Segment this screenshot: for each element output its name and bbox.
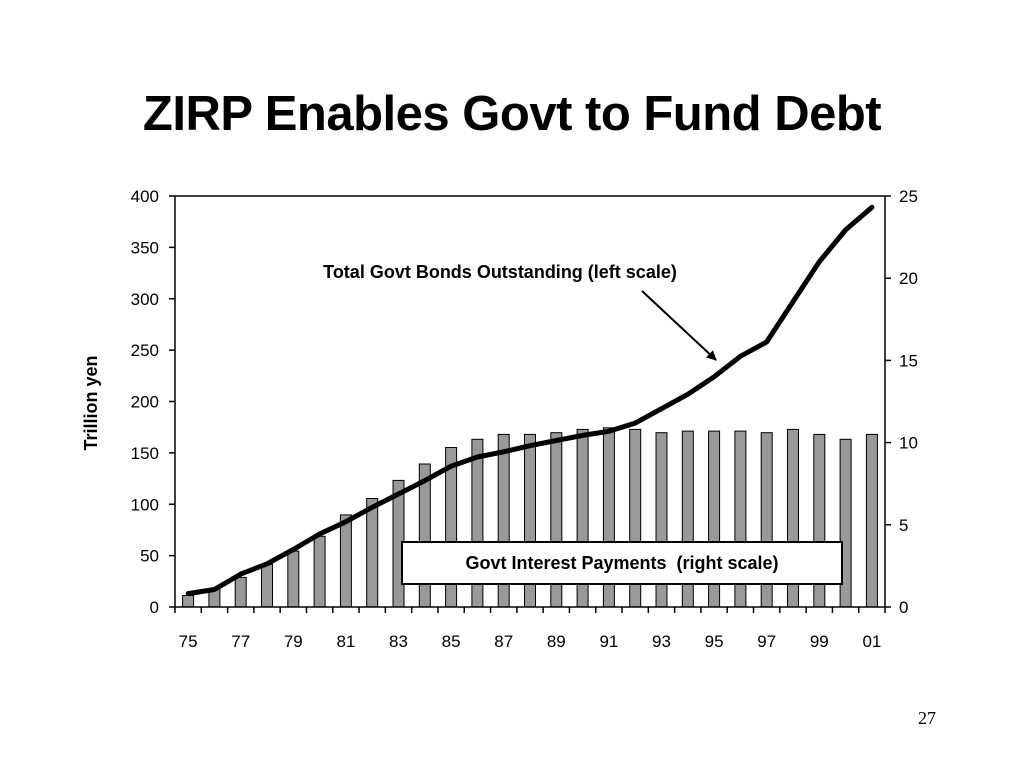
ticks-layer: 0 50 100 150 200 250 300 350 400 0 5 10 15 20 25 75 77 79… [131, 187, 918, 651]
y-right-tick-label-10: 10 [899, 434, 918, 453]
bar-77 [234, 576, 247, 608]
y-left-tick-label-250: 250 [131, 341, 159, 360]
x-tick-label-91: 91 [599, 632, 618, 651]
x-tick-label-75: 75 [179, 632, 198, 651]
bar-79 [287, 550, 300, 608]
y-left-tick-label-200: 200 [131, 393, 159, 412]
y-left-tick-label-350: 350 [131, 238, 159, 257]
bar-75 [182, 595, 195, 608]
bar-78 [261, 563, 273, 608]
x-tick-label-83: 83 [389, 632, 408, 651]
x-tick-label-97: 97 [757, 632, 776, 651]
bar-82 [366, 498, 379, 608]
bar-80 [313, 535, 326, 608]
line-layer [185, 204, 875, 597]
line-series-annotation: Total Govt Bonds Outstanding (left scale… [323, 262, 677, 282]
bar-84 [418, 463, 431, 608]
y-right-tick-label-15: 15 [899, 351, 918, 370]
y-right-tick-label-20: 20 [899, 269, 918, 288]
bar-series-annotation: Govt Interest Payments (right scale) [465, 553, 778, 573]
bar-81 [339, 514, 352, 608]
bar-01 [865, 433, 878, 608]
y-left-tick-label-0: 0 [150, 598, 159, 617]
y-left-tick-label-50: 50 [140, 547, 159, 566]
y-right-tick-label-5: 5 [899, 516, 908, 535]
y-left-tick-label-150: 150 [131, 444, 159, 463]
x-tick-label-01: 01 [862, 632, 881, 651]
x-tick-label-87: 87 [494, 632, 513, 651]
y-left-tick-label-400: 400 [131, 187, 159, 206]
y-left-tick-label-100: 100 [131, 495, 159, 514]
x-tick-label-81: 81 [336, 632, 355, 651]
x-tick-label-89: 89 [547, 632, 566, 651]
y-axis-left-label: Trillion yen [81, 355, 101, 450]
x-tick-label-95: 95 [705, 632, 724, 651]
page-number: 27 [918, 708, 936, 728]
x-tick-label-93: 93 [652, 632, 671, 651]
line-series-bonds-outstanding [185, 204, 875, 597]
annotation-arrow [641, 290, 717, 361]
x-tick-label-99: 99 [810, 632, 829, 651]
x-tick-label-85: 85 [442, 632, 461, 651]
x-tick-label-79: 79 [284, 632, 303, 651]
y-left-tick-label-300: 300 [131, 290, 159, 309]
y-right-tick-label-0: 0 [899, 598, 908, 617]
x-tick-label-77: 77 [231, 632, 250, 651]
bar-series-annotation-box [401, 541, 843, 585]
y-right-tick-label-25: 25 [899, 187, 918, 206]
slide-title: ZIRP Enables Govt to Fund Debt [142, 87, 882, 141]
